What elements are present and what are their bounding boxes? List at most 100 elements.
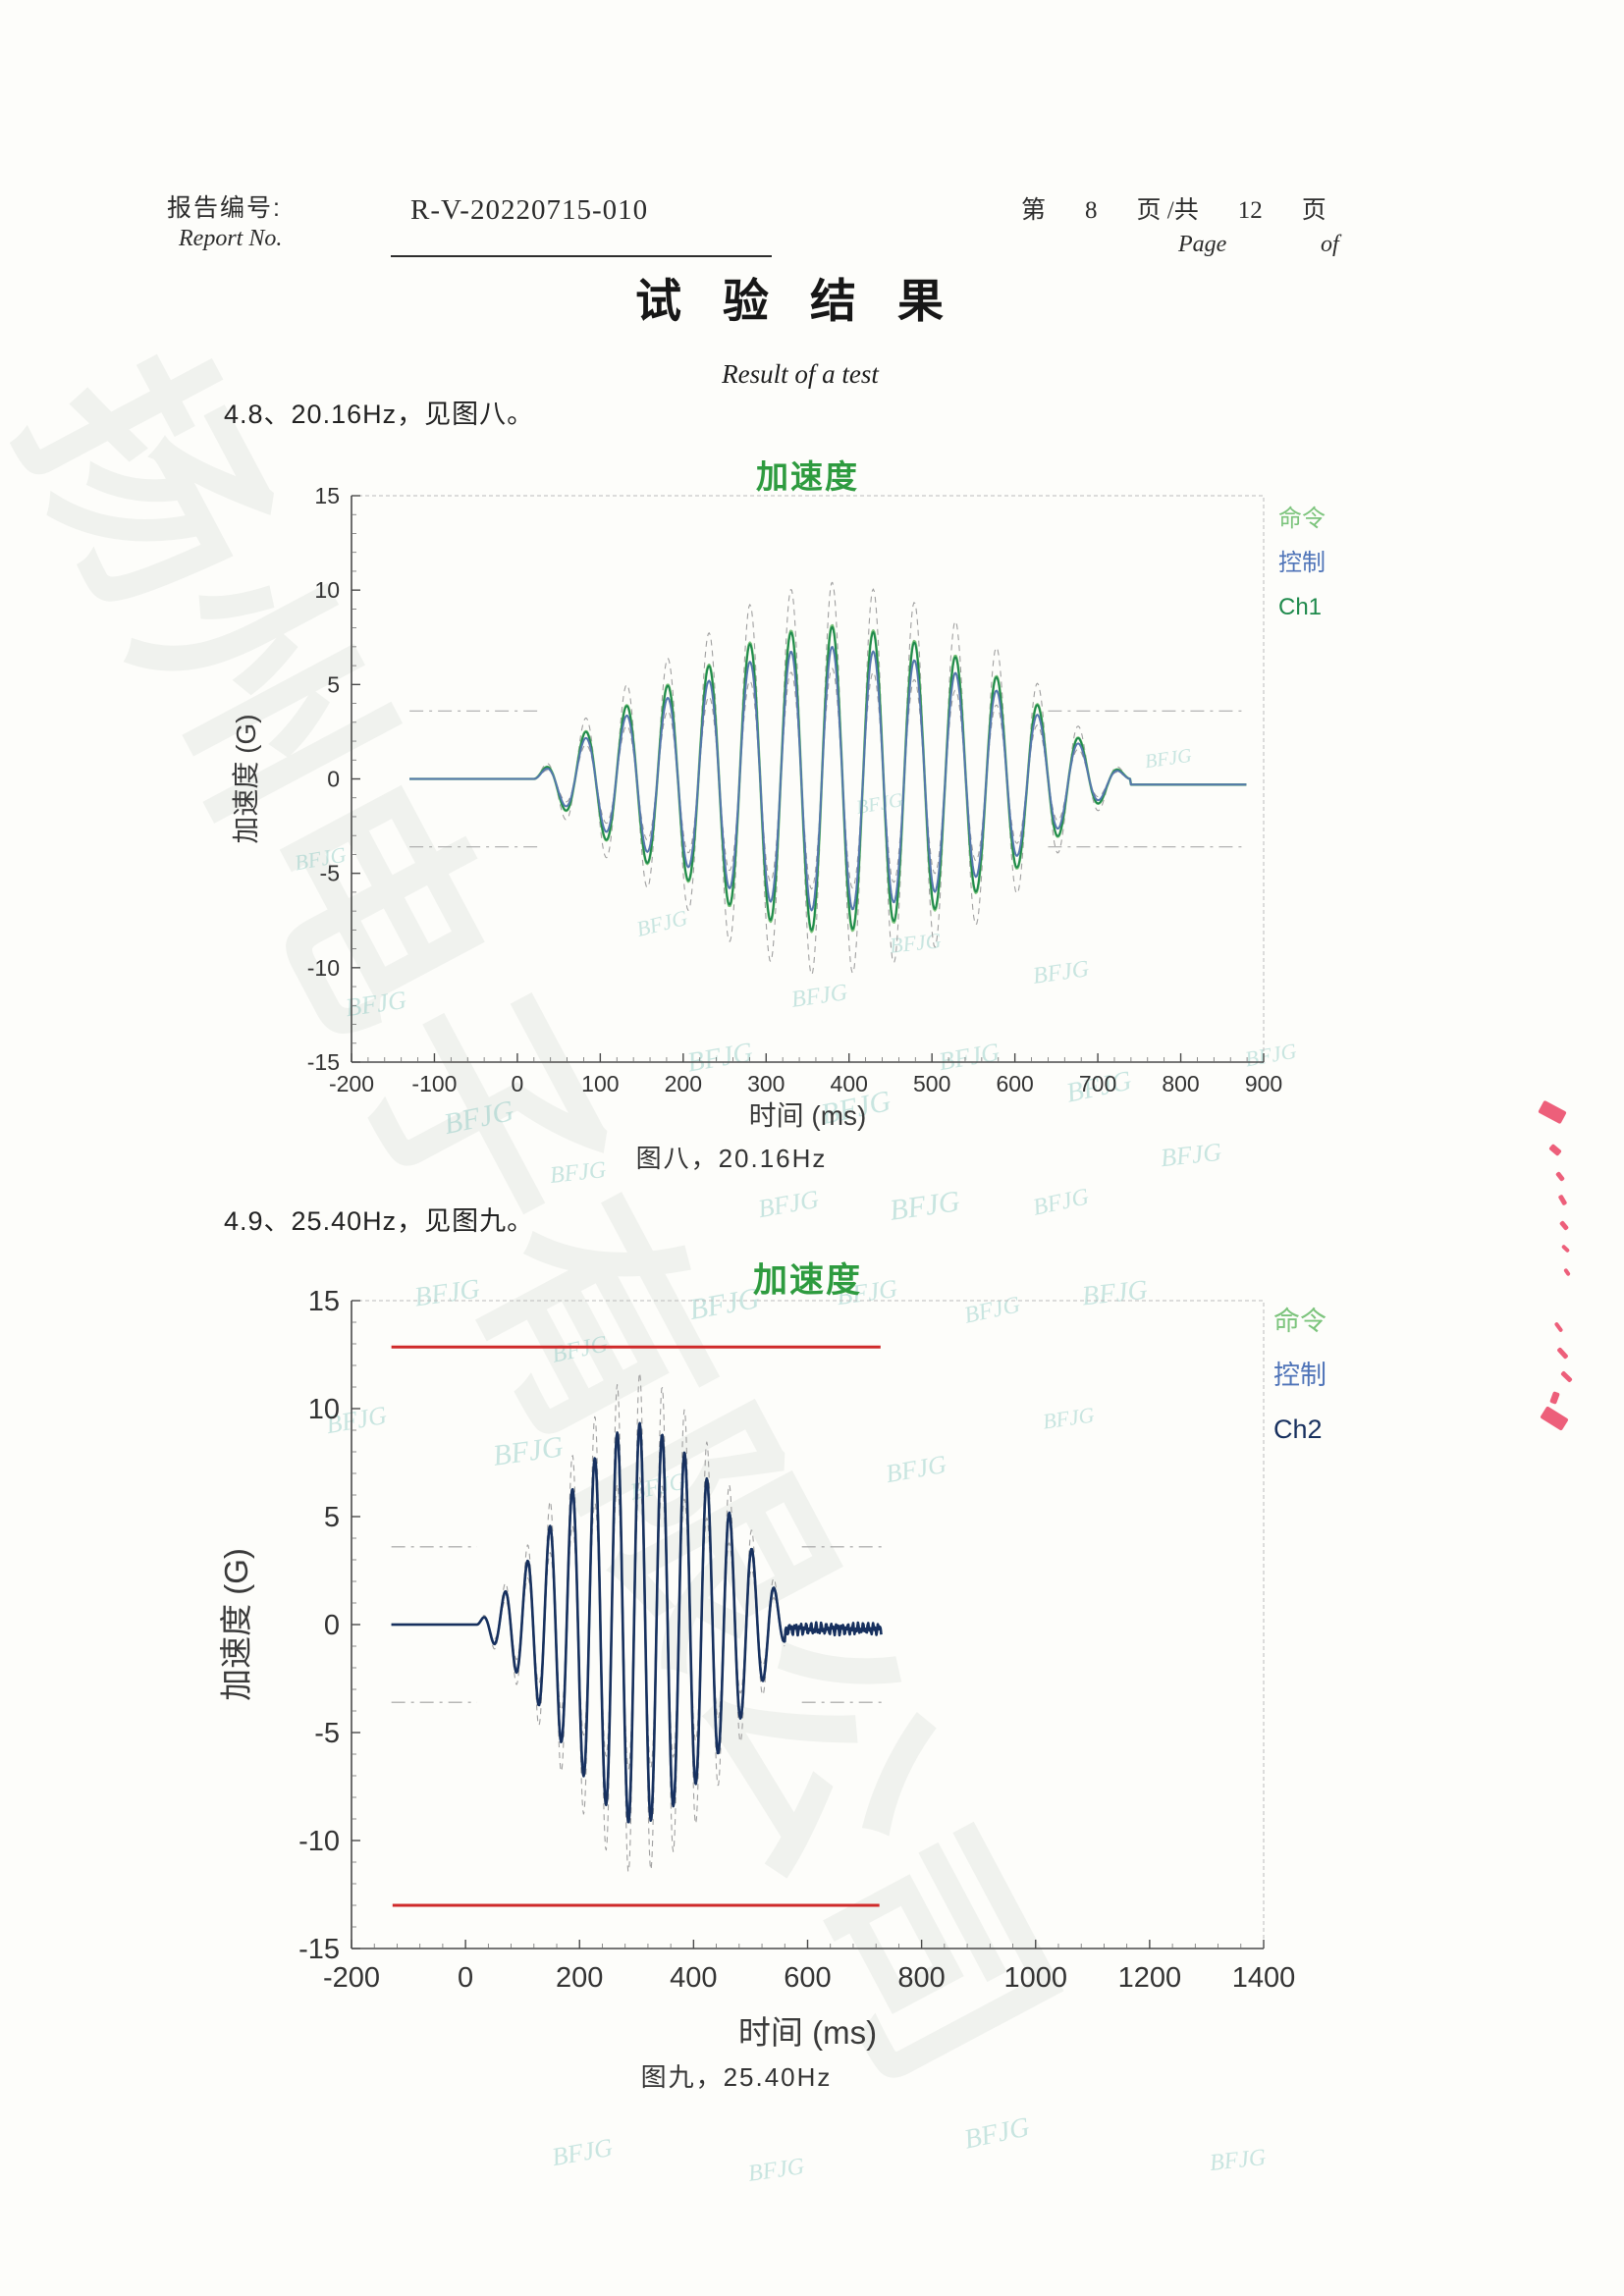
watermark-text: BFJG <box>818 1084 894 1132</box>
y-tick-label: 5 <box>327 671 340 697</box>
y-tick-label: 0 <box>327 767 340 792</box>
acceleration-chart-figure-9: -15 -10 -5 0 5 10 15 -200 0 200 400 600 800 1000 1200 1… <box>218 1261 1326 2051</box>
x-tick-label: 800 <box>1162 1071 1199 1096</box>
watermark-text: BFJG <box>755 1184 822 1224</box>
page-subtitle: Result of a test <box>722 359 879 389</box>
x-tick-label: 900 <box>1245 1071 1282 1096</box>
legend-item-命令: 命令 <box>1273 1307 1326 1336</box>
page-prefix: 第 <box>1021 197 1047 224</box>
figure-9-caption: 图九，25.40Hz <box>640 2062 833 2092</box>
watermark-text: BFJG <box>490 1430 566 1472</box>
watermark-text: BFJG <box>746 2154 806 2187</box>
watermark-text: BFJG <box>549 2132 616 2172</box>
y-tick-label: -10 <box>307 955 340 981</box>
page-suffix: 页 <box>1301 197 1326 224</box>
watermark-text: BFJG <box>1030 1184 1092 1221</box>
page-en: Page <box>1178 232 1227 257</box>
section-heading-4-8: 4.8、20.16Hz，见图八。 <box>224 400 535 429</box>
seal-fragment <box>1556 1346 1569 1361</box>
acceleration-chart-figure-8: -15 -10 -5 0 5 10 15 -200 -100 0 100 200 300 400 500 60… <box>231 458 1326 1131</box>
seal-fragment <box>1560 1244 1571 1254</box>
x-tick-label: 800 <box>897 1962 945 1994</box>
watermark-text: BFJG <box>1080 1274 1150 1312</box>
series-命令 <box>391 1421 883 1824</box>
series-命令 <box>408 623 1247 934</box>
report-no-label-cn: 报告编号: <box>167 194 282 222</box>
y-tick-label: -5 <box>320 861 340 886</box>
y-tick-label: 15 <box>314 483 340 508</box>
seal-fragment <box>1549 1391 1560 1405</box>
y-tick-label: -15 <box>307 1049 340 1075</box>
x-tick-label: 0 <box>512 1071 524 1096</box>
legend-item-控制: 控制 <box>1273 1361 1326 1390</box>
watermark-text: BFJG <box>1143 744 1193 774</box>
x-tick-label: -200 <box>323 1962 380 1994</box>
y-axis-label: 加速度 (G) <box>218 1548 254 1701</box>
seal-fragment <box>1558 1220 1570 1231</box>
x-tick-label: 700 <box>1079 1071 1116 1096</box>
diagonal-watermark: 扬州电子有限公司 <box>0 320 1102 2127</box>
page-total: 12 <box>1237 197 1263 224</box>
y-tick-label: -10 <box>298 1826 340 1857</box>
y-tick-label: 10 <box>308 1394 340 1425</box>
x-tick-label: 1400 <box>1232 1962 1296 1994</box>
x-axis-label: 时间 (ms) <box>749 1100 867 1131</box>
page-indicator-en: Page of <box>1021 232 1473 271</box>
of-en: of <box>1321 232 1339 257</box>
watermark-text: BFJG <box>412 1273 482 1313</box>
series-Ch1 <box>409 625 1247 932</box>
legend-item-命令: 命令 <box>1278 506 1326 532</box>
page-mid: 页 /共 <box>1136 197 1199 224</box>
tolerance-band <box>533 581 1131 976</box>
y-tick-label: 5 <box>324 1502 340 1533</box>
chart-title: 加速度 <box>756 458 859 495</box>
seal-fragment <box>1557 1194 1568 1206</box>
y-tick-label: -5 <box>314 1718 340 1749</box>
x-tick-label: 400 <box>670 1962 717 1994</box>
x-tick-label: 300 <box>747 1071 785 1096</box>
y-axis-label: 加速度 (G) <box>231 714 261 843</box>
watermark-text: BFJG <box>1063 1065 1135 1109</box>
watermark-text: BFJG <box>1159 1137 1223 1173</box>
y-tick-label: 10 <box>314 577 340 603</box>
x-tick-label: 200 <box>556 1962 603 1994</box>
x-tick-label: 0 <box>458 1962 473 1994</box>
seal-fragment <box>1538 1099 1567 1125</box>
seal-fragment <box>1560 1370 1573 1383</box>
report-no-value: R-V-20220715-010 <box>410 194 649 226</box>
x-tick-label: 500 <box>913 1071 950 1096</box>
watermark-text: BFJG <box>441 1094 517 1142</box>
watermark-text: BFJG <box>344 985 408 1023</box>
watermark-text: BFJG <box>888 928 943 958</box>
report-no-underline <box>391 255 772 257</box>
seal-fragment <box>1553 1321 1564 1333</box>
page-number: 8 <box>1085 197 1098 224</box>
watermark-text: BFJG <box>936 1037 1002 1077</box>
tolerance-band <box>476 1371 785 1873</box>
watermark-text: BFJG <box>627 1468 689 1506</box>
watermark-text: BFJG <box>854 789 905 819</box>
watermark-text: BFJG <box>293 841 349 876</box>
series-控制 <box>391 1427 883 1818</box>
x-tick-label: 1000 <box>1003 1962 1067 1994</box>
page-indicator: 第 8 页 /共 12 页 <box>1021 190 1473 226</box>
figure-8-caption: 图八，20.16Hz <box>635 1144 828 1173</box>
legend-item-Ch2: Ch2 <box>1273 1415 1323 1444</box>
seal-fragment <box>1563 1267 1571 1277</box>
tolerance-band <box>476 1476 785 1770</box>
y-tick-label: 0 <box>324 1610 340 1641</box>
x-tick-label: -100 <box>411 1071 457 1096</box>
watermark-text: BFJG <box>961 2111 1033 2156</box>
page-title: 试验结果 <box>635 275 985 329</box>
y-tick-label: 15 <box>308 1286 340 1317</box>
plot-border <box>351 495 1265 1063</box>
watermark-text: BFJG <box>1208 2145 1268 2176</box>
watermark-text: BFJG <box>1243 1038 1299 1072</box>
section-heading-4-9: 4.9、25.40Hz，见图九。 <box>224 1206 535 1236</box>
x-tick-label: 600 <box>784 1962 831 1994</box>
seal-fragment <box>1540 1406 1569 1431</box>
tolerance-band <box>533 667 1130 890</box>
watermark-text: BFJG <box>887 1185 962 1227</box>
watermark-text: BFJG <box>835 1273 899 1311</box>
seal-fragment <box>1548 1143 1562 1157</box>
